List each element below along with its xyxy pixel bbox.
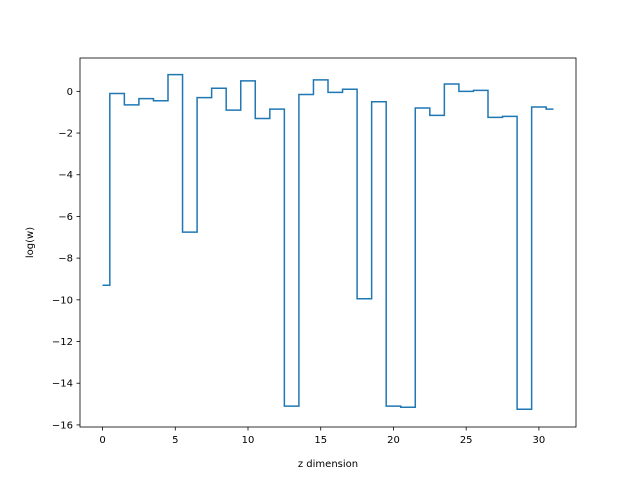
- y-axis-ticks: 0 −2 −4 −6 −8 −10 −12 −14 −16: [52, 87, 80, 431]
- y-tick-label: −14: [52, 379, 73, 390]
- x-tick-label: 25: [460, 435, 473, 446]
- y-tick-label: −4: [58, 170, 73, 181]
- x-tick-label: 30: [533, 435, 546, 446]
- x-tick-label: 0: [99, 435, 105, 446]
- x-axis-label: z dimension: [298, 459, 358, 470]
- y-tick-label: −6: [58, 212, 73, 223]
- y-axis-label: log(w): [25, 227, 36, 258]
- y-tick-label: −2: [58, 129, 73, 140]
- x-axis-ticks: 0 5 10 15 20 25 30: [99, 427, 545, 446]
- series-line: [102, 73, 554, 411]
- plot-area: [80, 58, 576, 427]
- y-tick-label: −10: [52, 295, 73, 306]
- y-tick-label: −16: [52, 420, 73, 431]
- y-tick-label: −8: [58, 254, 73, 265]
- x-tick-label: 5: [172, 435, 178, 446]
- x-tick-label: 10: [242, 435, 255, 446]
- y-tick-label: 0: [67, 87, 73, 98]
- x-tick-label: 15: [314, 435, 327, 446]
- axes-frame: [79, 57, 577, 428]
- x-tick-label: 20: [387, 435, 400, 446]
- y-tick-label: −12: [52, 337, 73, 348]
